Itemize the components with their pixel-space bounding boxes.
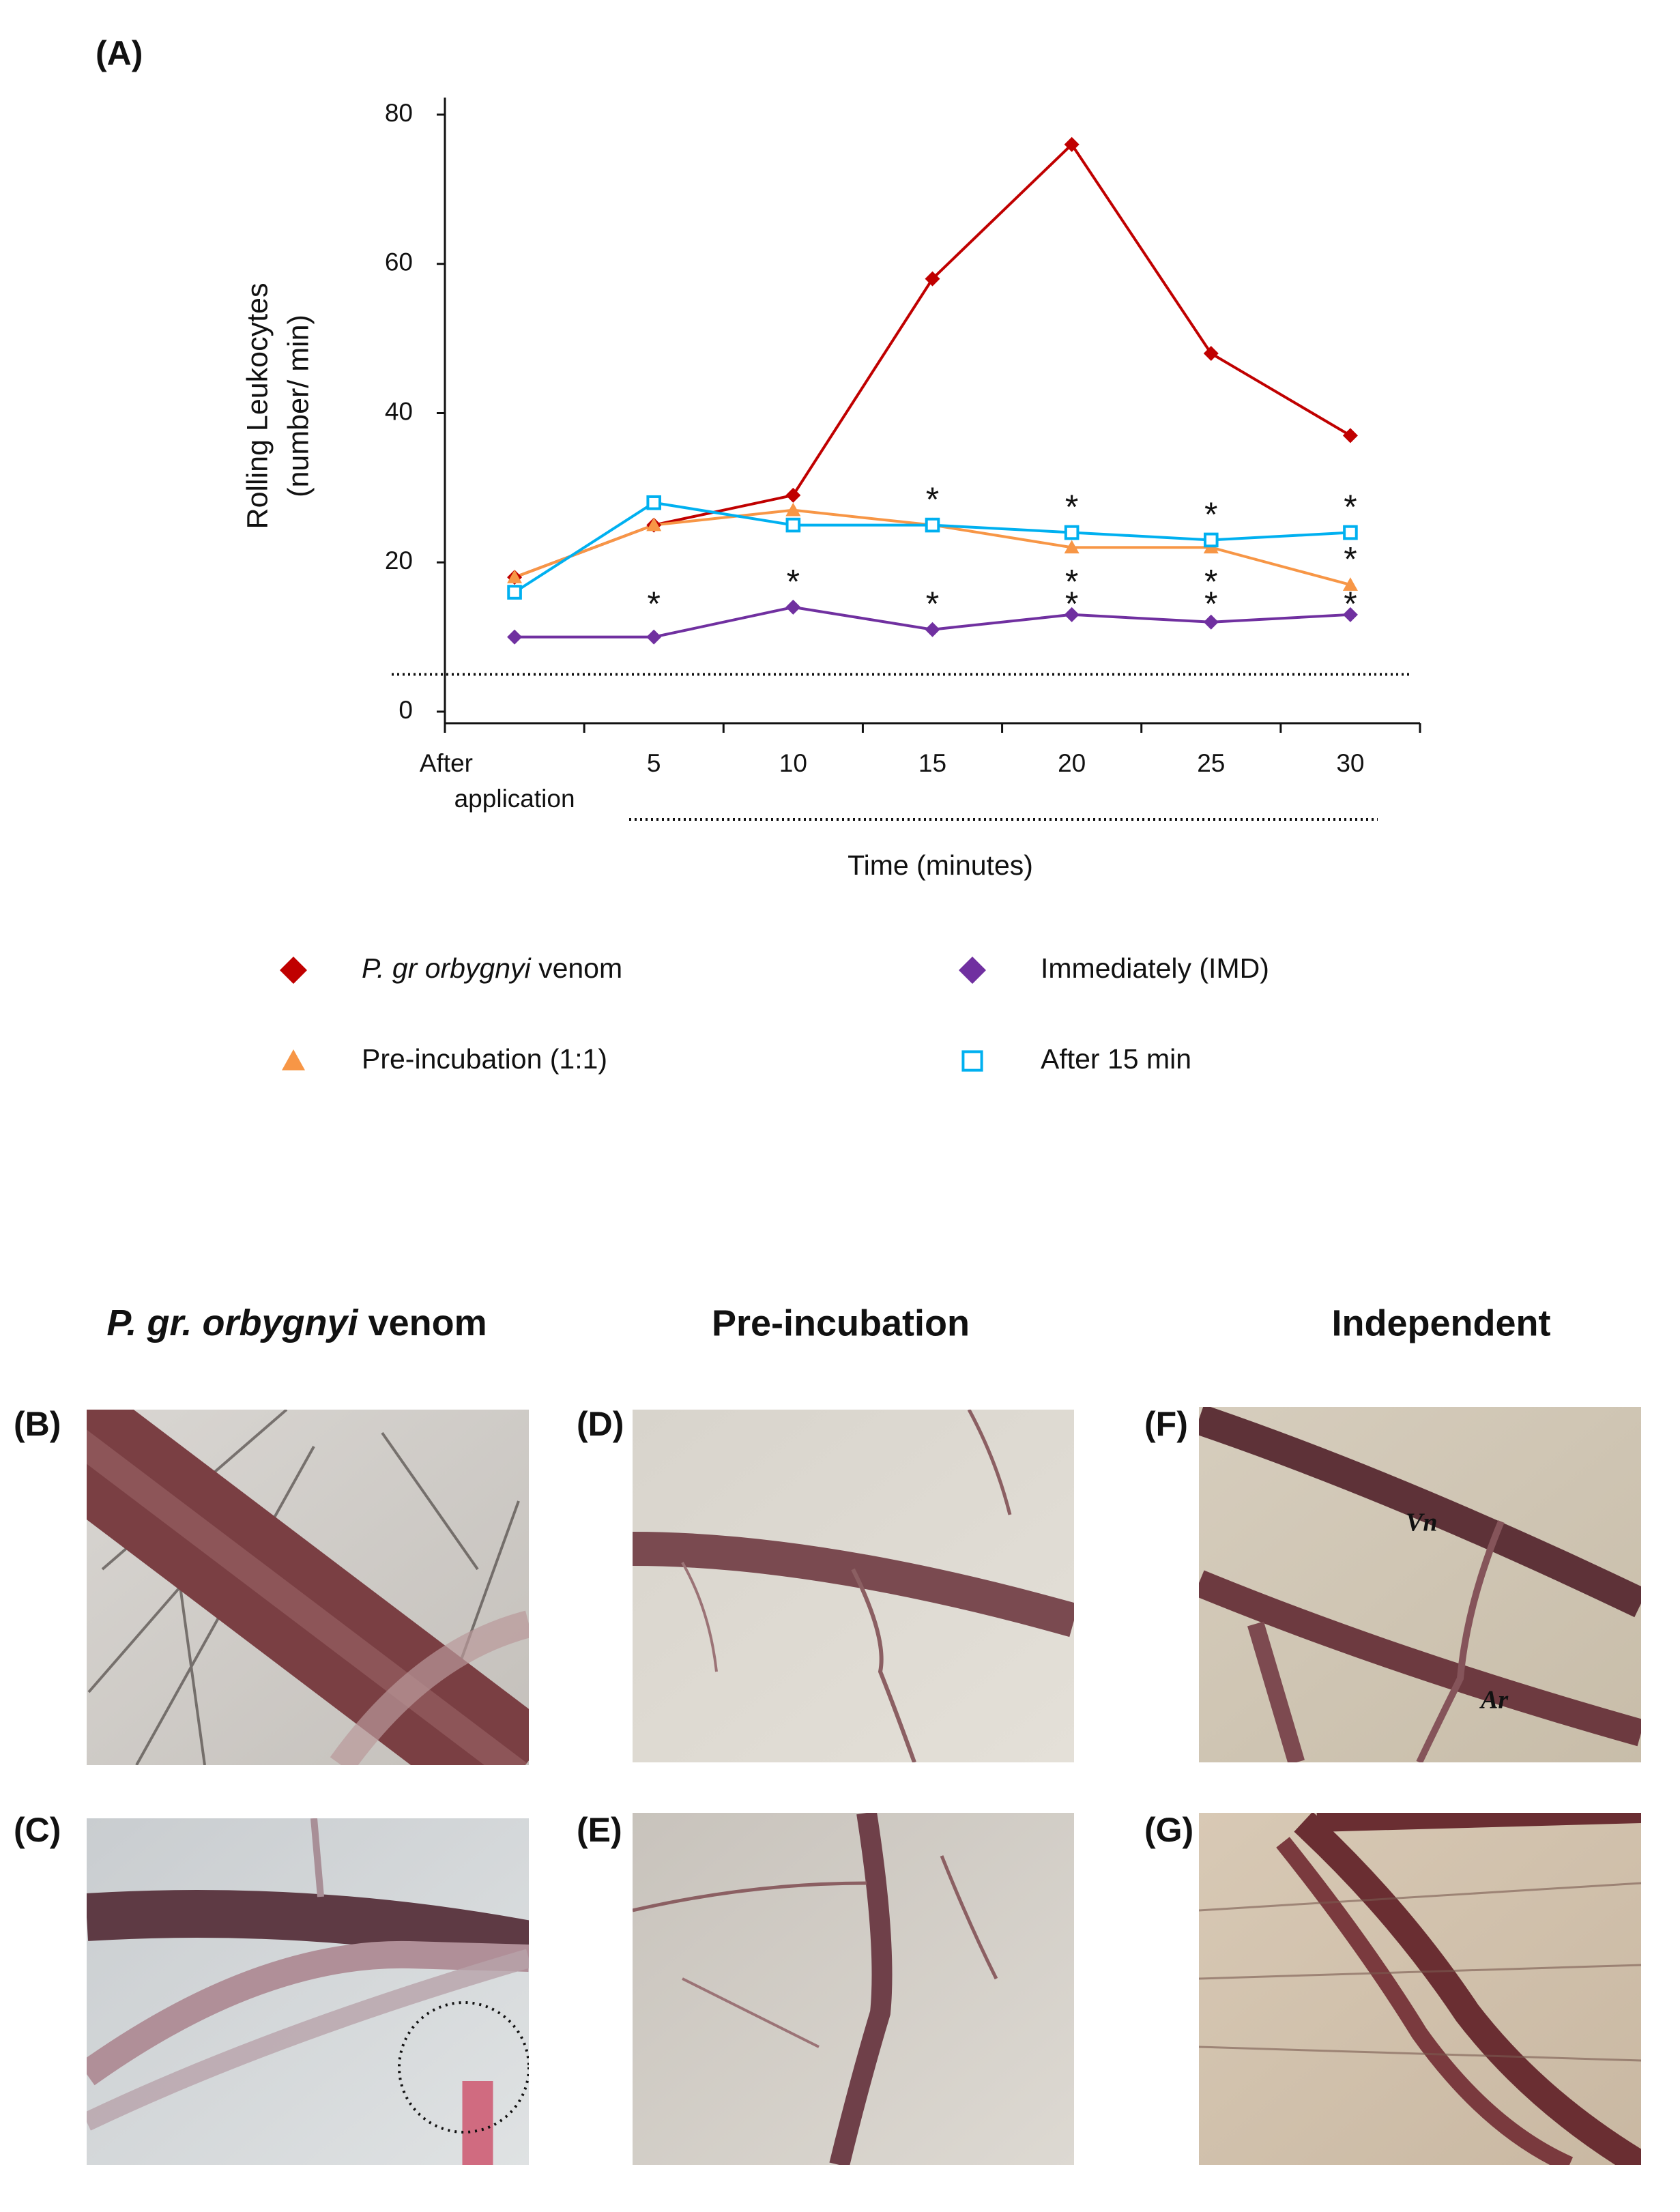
y-tick-label: 80 bbox=[385, 99, 413, 127]
x-tick-label: After application bbox=[420, 749, 575, 813]
significance-mark: * bbox=[787, 562, 800, 600]
data-point bbox=[1203, 346, 1219, 361]
data-point bbox=[1064, 607, 1080, 622]
data-point bbox=[785, 502, 801, 516]
x-tick-label: 5 bbox=[647, 749, 661, 777]
micrograph bbox=[87, 1410, 529, 1765]
data-point bbox=[1343, 525, 1358, 540]
data-point bbox=[925, 271, 940, 287]
data-point bbox=[1064, 540, 1080, 554]
data-point bbox=[1342, 428, 1358, 443]
column-header: Pre-incubation bbox=[712, 1303, 970, 1343]
legend-label: After 15 min bbox=[1041, 1043, 1191, 1075]
data-point bbox=[1342, 607, 1358, 622]
legend-label: Pre-incubation (1:1) bbox=[362, 1043, 607, 1075]
data-point bbox=[1203, 614, 1219, 630]
y-axis-label: (number/ min) bbox=[282, 315, 315, 497]
significance-mark: * bbox=[1065, 488, 1078, 526]
significance-mark: * bbox=[1204, 562, 1217, 600]
significance-mark: * bbox=[1344, 540, 1357, 579]
micrograph bbox=[633, 1410, 1074, 1762]
column-header: Independent bbox=[1332, 1303, 1551, 1343]
x-tick-label: 25 bbox=[1197, 749, 1225, 777]
column-header: P. gr. orbygnyi venom bbox=[106, 1303, 487, 1343]
x-tick-label: 30 bbox=[1336, 749, 1364, 777]
legend-marker bbox=[959, 957, 986, 984]
y-tick-label: 40 bbox=[385, 397, 413, 425]
x-tick-label: 20 bbox=[1058, 749, 1086, 777]
legend-label: Immediately (IMD) bbox=[1041, 952, 1269, 984]
significance-mark: * bbox=[647, 585, 660, 623]
data-point bbox=[646, 495, 662, 510]
legend-marker bbox=[282, 1049, 305, 1071]
panel-label: (C) bbox=[14, 1811, 61, 1849]
data-point bbox=[1203, 532, 1219, 548]
significance-mark: * bbox=[1344, 585, 1357, 623]
data-point bbox=[785, 517, 801, 533]
data-point bbox=[646, 629, 662, 645]
panel-label: (A) bbox=[96, 34, 143, 72]
data-point bbox=[1064, 525, 1080, 540]
panel-label: (F) bbox=[1144, 1405, 1188, 1443]
significance-mark: * bbox=[1204, 585, 1217, 623]
data-point bbox=[1064, 136, 1080, 152]
data-point bbox=[925, 622, 940, 637]
data-point bbox=[507, 585, 522, 600]
panel-label: (D) bbox=[577, 1405, 624, 1443]
micrograph bbox=[1199, 1813, 1641, 2165]
y-tick-label: 60 bbox=[385, 248, 413, 276]
y-tick-label: 0 bbox=[399, 696, 413, 724]
micrograph bbox=[1199, 1407, 1641, 1762]
data-point bbox=[507, 629, 523, 645]
data-point bbox=[925, 517, 940, 533]
data-point bbox=[1342, 577, 1358, 591]
data-point bbox=[646, 517, 662, 532]
significance-mark: * bbox=[926, 480, 939, 519]
legend-label: P. gr orbygnyi venom bbox=[362, 952, 622, 984]
vessel-label: Ar bbox=[1479, 1686, 1509, 1715]
x-tick-label: 10 bbox=[779, 749, 807, 777]
legend-marker bbox=[961, 1050, 983, 1072]
panel-label: (G) bbox=[1144, 1811, 1193, 1849]
significance-mark: * bbox=[1065, 562, 1078, 600]
significance-mark: * bbox=[926, 585, 939, 623]
legend-marker bbox=[280, 957, 307, 984]
panel-label: (E) bbox=[577, 1811, 622, 1849]
data-point bbox=[785, 487, 801, 503]
x-tick-label: 15 bbox=[918, 749, 946, 777]
significance-mark: * bbox=[1344, 488, 1357, 526]
micrograph bbox=[87, 1818, 529, 2165]
micrograph bbox=[633, 1813, 1074, 2165]
y-axis-label: Rolling Leukocytes bbox=[241, 283, 274, 529]
data-point bbox=[785, 599, 801, 615]
significance-mark: * bbox=[1204, 495, 1217, 534]
significance-mark: * bbox=[1065, 585, 1078, 623]
data-point bbox=[507, 570, 523, 583]
x-axis-label: Time (minutes) bbox=[848, 849, 1033, 881]
vessel-label: Vn bbox=[1406, 1509, 1437, 1537]
y-tick-label: 20 bbox=[385, 547, 413, 574]
panel-label: (B) bbox=[14, 1405, 61, 1443]
